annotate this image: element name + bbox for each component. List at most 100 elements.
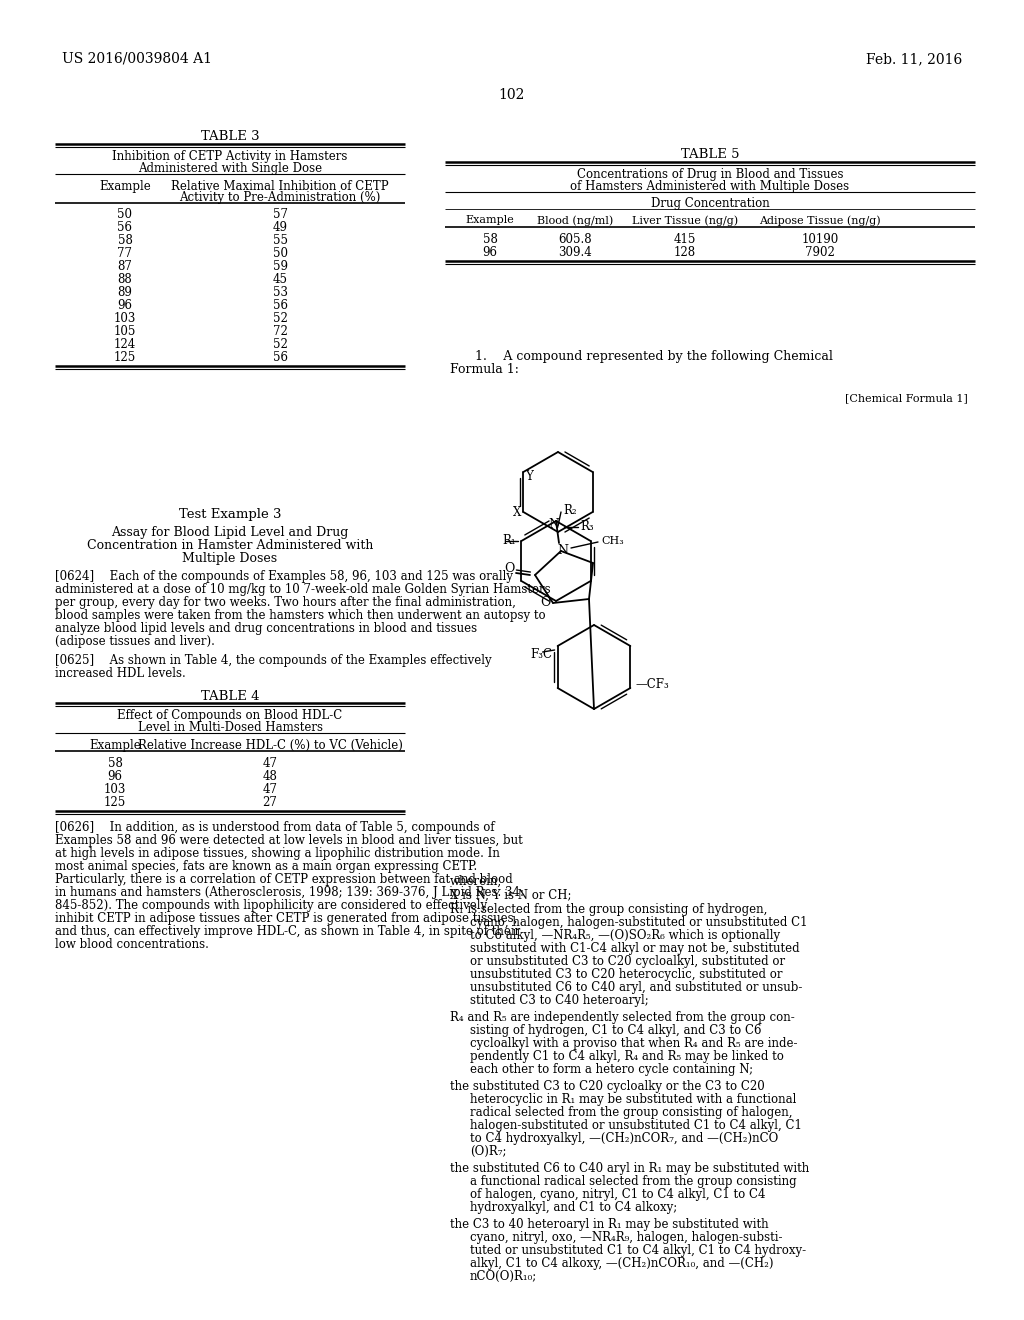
Text: 56: 56 <box>272 351 288 364</box>
Text: Formula 1:: Formula 1: <box>450 363 519 376</box>
Text: Concentrations of Drug in Blood and Tissues: Concentrations of Drug in Blood and Tiss… <box>577 168 843 181</box>
Text: 309.4: 309.4 <box>558 246 592 259</box>
Text: R₁ is selected from the group consisting of hydrogen,: R₁ is selected from the group consisting… <box>450 903 767 916</box>
Text: blood samples were taken from the hamsters which then underwent an autopsy to: blood samples were taken from the hamste… <box>55 609 546 622</box>
Text: Effect of Compounds on Blood HDL-C: Effect of Compounds on Blood HDL-C <box>118 709 343 722</box>
Text: 45: 45 <box>272 273 288 286</box>
Text: [0626]  In addition, as is understood from data of Table 5, compounds of: [0626] In addition, as is understood fro… <box>55 821 495 834</box>
Text: sisting of hydrogen, C1 to C4 alkyl, and C3 to C6: sisting of hydrogen, C1 to C4 alkyl, and… <box>470 1024 762 1038</box>
Text: substituted with C1-C4 alkyl or may not be, substituted: substituted with C1-C4 alkyl or may not … <box>470 942 800 954</box>
Text: at high levels in adipose tissues, showing a lipophilic distribution mode. In: at high levels in adipose tissues, showi… <box>55 847 500 861</box>
Text: 87: 87 <box>118 260 132 273</box>
Text: Administered with Single Dose: Administered with Single Dose <box>138 162 323 176</box>
Text: unsubstituted C6 to C40 aryl, and substituted or unsub-: unsubstituted C6 to C40 aryl, and substi… <box>470 981 803 994</box>
Text: Example: Example <box>89 739 141 752</box>
Text: Particularly, there is a correlation of CETP expression between fat and blood: Particularly, there is a correlation of … <box>55 873 513 886</box>
Text: 77: 77 <box>118 247 132 260</box>
Text: O: O <box>540 597 550 610</box>
Text: 605.8: 605.8 <box>558 234 592 246</box>
Text: 59: 59 <box>272 260 288 273</box>
Text: 845-852). The compounds with lipophilicity are considered to effectively: 845-852). The compounds with lipophilici… <box>55 899 487 912</box>
Text: 88: 88 <box>118 273 132 286</box>
Text: 50: 50 <box>118 209 132 220</box>
Text: Adipose Tissue (ng/g): Adipose Tissue (ng/g) <box>759 215 881 226</box>
Text: heterocyclic in R₁ may be substituted with a functional: heterocyclic in R₁ may be substituted wi… <box>470 1093 797 1106</box>
Text: Inhibition of CETP Activity in Hamsters: Inhibition of CETP Activity in Hamsters <box>113 150 348 162</box>
Text: halogen-substituted or unsubstituted C1 to C4 alkyl, C1: halogen-substituted or unsubstituted C1 … <box>470 1119 802 1133</box>
Text: and thus, can effectively improve HDL-C, as shown in Table 4, in spite of their: and thus, can effectively improve HDL-C,… <box>55 925 520 939</box>
Text: 55: 55 <box>272 234 288 247</box>
Text: Example: Example <box>99 180 151 193</box>
Text: 47: 47 <box>262 783 278 796</box>
Text: a functional radical selected from the group consisting: a functional radical selected from the g… <box>470 1175 797 1188</box>
Text: Test Example 3: Test Example 3 <box>179 508 282 521</box>
Text: 52: 52 <box>272 312 288 325</box>
Text: analyze blood lipid levels and drug concentrations in blood and tissues: analyze blood lipid levels and drug conc… <box>55 622 477 635</box>
Text: per group, every day for two weeks. Two hours after the final administration,: per group, every day for two weeks. Two … <box>55 597 516 609</box>
Text: 47: 47 <box>262 756 278 770</box>
Text: R₁: R₁ <box>503 535 516 548</box>
Text: R₄ and R₅ are independently selected from the group con-: R₄ and R₅ are independently selected fro… <box>450 1011 795 1024</box>
Text: Y: Y <box>525 470 534 483</box>
Text: 27: 27 <box>262 796 278 809</box>
Text: 125: 125 <box>114 351 136 364</box>
Text: 72: 72 <box>272 325 288 338</box>
Text: (O)R₇;: (O)R₇; <box>470 1144 507 1158</box>
Text: Example: Example <box>466 215 514 224</box>
Text: 10190: 10190 <box>802 234 839 246</box>
Text: 415: 415 <box>674 234 696 246</box>
Text: administered at a dose of 10 mg/kg to 10 7-week-old male Golden Syrian Hamsters: administered at a dose of 10 mg/kg to 10… <box>55 583 551 597</box>
Text: radical selected from the group consisting of halogen,: radical selected from the group consisti… <box>470 1106 793 1119</box>
Text: —CF₃: —CF₃ <box>635 678 669 692</box>
Text: Examples 58 and 96 were detected at low levels in blood and liver tissues, but: Examples 58 and 96 were detected at low … <box>55 834 522 847</box>
Text: X is N, Y is N or CH;: X is N, Y is N or CH; <box>450 888 571 902</box>
Text: most animal species, fats are known as a main organ expressing CETP.: most animal species, fats are known as a… <box>55 861 477 873</box>
Text: 52: 52 <box>272 338 288 351</box>
Text: TABLE 4: TABLE 4 <box>201 690 259 704</box>
Text: 58: 58 <box>482 234 498 246</box>
Text: 124: 124 <box>114 338 136 351</box>
Text: nCO(O)R₁₀;: nCO(O)R₁₀; <box>470 1270 538 1283</box>
Text: 96: 96 <box>108 770 123 783</box>
Text: Relative Increase HDL-C (%) to VC (Vehicle): Relative Increase HDL-C (%) to VC (Vehic… <box>137 739 402 752</box>
Text: Concentration in Hamster Administered with: Concentration in Hamster Administered wi… <box>87 539 373 552</box>
Text: [0625]  As shown in Table 4, the compounds of the Examples effectively: [0625] As shown in Table 4, the compound… <box>55 653 492 667</box>
Text: to C4 hydroxyalkyl, —(CH₂)nCOR₇, and —(CH₂)nCO: to C4 hydroxyalkyl, —(CH₂)nCOR₇, and —(C… <box>470 1133 778 1144</box>
Text: of Hamsters Administered with Multiple Doses: of Hamsters Administered with Multiple D… <box>570 180 850 193</box>
Text: cyano, halogen, halogen-substituted or unsubstituted C1: cyano, halogen, halogen-substituted or u… <box>470 916 808 929</box>
Text: in humans and hamsters (Atherosclerosis, 1998; 139: 369-376, J Lipid Res. 34:: in humans and hamsters (Atherosclerosis,… <box>55 886 524 899</box>
Text: each other to form a hetero cycle containing N;: each other to form a hetero cycle contai… <box>470 1063 753 1076</box>
Text: 56: 56 <box>118 220 132 234</box>
Text: or unsubstituted C3 to C20 cycloalkyl, substituted or: or unsubstituted C3 to C20 cycloalkyl, s… <box>470 954 785 968</box>
Text: hydroxyalkyl, and C1 to C4 alkoxy;: hydroxyalkyl, and C1 to C4 alkoxy; <box>470 1201 677 1214</box>
Text: F₃C: F₃C <box>530 648 553 660</box>
Text: the C3 to 40 heteroaryl in R₁ may be substituted with: the C3 to 40 heteroaryl in R₁ may be sub… <box>450 1218 769 1232</box>
Text: R₂: R₂ <box>563 503 577 516</box>
Text: 49: 49 <box>272 220 288 234</box>
Text: TABLE 3: TABLE 3 <box>201 129 259 143</box>
Text: O: O <box>504 562 514 576</box>
Text: Activity to Pre-Administration (%): Activity to Pre-Administration (%) <box>179 191 381 205</box>
Text: N: N <box>549 517 559 531</box>
Text: 96: 96 <box>118 300 132 312</box>
Text: 57: 57 <box>272 209 288 220</box>
Text: 58: 58 <box>118 234 132 247</box>
Text: Level in Multi-Dosed Hamsters: Level in Multi-Dosed Hamsters <box>137 721 323 734</box>
Text: tuted or unsubstituted C1 to C4 alkyl, C1 to C4 hydroxy-: tuted or unsubstituted C1 to C4 alkyl, C… <box>470 1243 806 1257</box>
Text: X: X <box>513 506 521 519</box>
Text: Blood (ng/ml): Blood (ng/ml) <box>537 215 613 226</box>
Text: inhibit CETP in adipose tissues after CETP is generated from adipose tissues,: inhibit CETP in adipose tissues after CE… <box>55 912 517 925</box>
Text: 53: 53 <box>272 286 288 300</box>
Text: alkyl, C1 to C4 alkoxy, —(CH₂)nCOR₁₀, and —(CH₂): alkyl, C1 to C4 alkoxy, —(CH₂)nCOR₁₀, an… <box>470 1257 773 1270</box>
Text: to C6 alkyl, —NR₄R₅, —(O)SO₂R₆ which is optionally: to C6 alkyl, —NR₄R₅, —(O)SO₂R₆ which is … <box>470 929 780 942</box>
Text: Relative Maximal Inhibition of CETP: Relative Maximal Inhibition of CETP <box>171 180 389 193</box>
Text: 50: 50 <box>272 247 288 260</box>
Text: 103: 103 <box>103 783 126 796</box>
Text: 125: 125 <box>103 796 126 809</box>
Text: 96: 96 <box>482 246 498 259</box>
Text: 58: 58 <box>108 756 123 770</box>
Text: [0624]  Each of the compounds of Examples 58, 96, 103 and 125 was orally: [0624] Each of the compounds of Examples… <box>55 570 513 583</box>
Text: 7902: 7902 <box>805 246 835 259</box>
Text: 1.  A compound represented by the following Chemical: 1. A compound represented by the followi… <box>450 350 833 363</box>
Text: 102: 102 <box>499 88 525 102</box>
